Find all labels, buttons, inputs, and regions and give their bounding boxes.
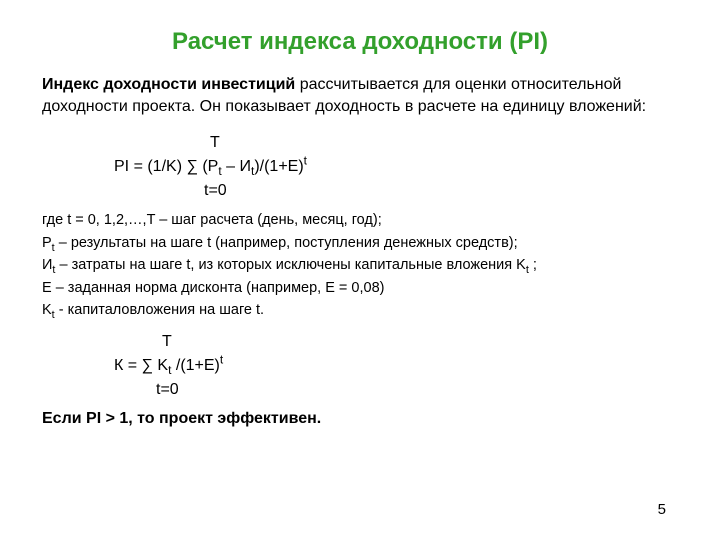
slide-title: Расчет индекса доходности (PI): [42, 28, 678, 56]
formula-k: T К = ∑ Kt /(1+E)t t=0: [42, 330, 678, 402]
d2-post: – результаты на шаге t (например, поступ…: [55, 235, 518, 251]
def-e: E – заданная норма дисконта (например, Е…: [42, 277, 678, 299]
formula-pi-main: PI = (1/K) ∑ (Pt – Иt)/(1+E)t: [114, 155, 678, 179]
formula-pi: T PI = (1/K) ∑ (Pt – Иt)/(1+E)t t=0: [42, 131, 678, 203]
definitions: где t = 0, 1,2,…,T – шаг расчета (день, …: [42, 209, 678, 321]
d2-pre: P: [42, 235, 52, 251]
f2-pre: К = ∑ K: [114, 357, 168, 374]
def-t: где t = 0, 1,2,…,T – шаг расчета (день, …: [42, 209, 678, 231]
f1-pre: PI = (1/K) ∑ (P: [114, 158, 218, 175]
f2-sup: t: [220, 352, 223, 366]
intro-paragraph: Индекс доходности инвестиций рассчитывае…: [42, 74, 678, 117]
formula-k-lower: t=0: [114, 378, 678, 402]
d3-pre: И: [42, 257, 52, 273]
def-pt: Pt – результаты на шаге t (например, пос…: [42, 232, 678, 254]
page-number: 5: [658, 501, 666, 518]
formula-pi-upper: T: [114, 131, 678, 155]
conclusion: Если PI > 1, то проект эффективен.: [42, 410, 678, 428]
d3-mid: – затраты на шаге t, из которых исключен…: [55, 257, 525, 273]
intro-bold: Индекс доходности инвестиций: [42, 76, 295, 93]
f1-sup: t: [304, 154, 307, 168]
d5-post: - капиталовложения на шаге t.: [55, 302, 264, 318]
formula-pi-lower: t=0: [114, 179, 678, 203]
def-it: Иt – затраты на шаге t, из которых исклю…: [42, 254, 678, 276]
f1-mid: – И: [222, 158, 251, 175]
d3-post: ;: [529, 257, 537, 273]
f2-mid: /(1+E): [171, 357, 219, 374]
f1-post: )/(1+E): [254, 158, 303, 175]
formula-k-upper: T: [114, 330, 678, 354]
slide: Расчет индекса доходности (PI) Индекс до…: [0, 0, 720, 540]
formula-k-main: К = ∑ Kt /(1+E)t: [114, 354, 678, 378]
def-kt: Kt - капиталовложения на шаге t.: [42, 299, 678, 321]
d5-pre: K: [42, 302, 52, 318]
